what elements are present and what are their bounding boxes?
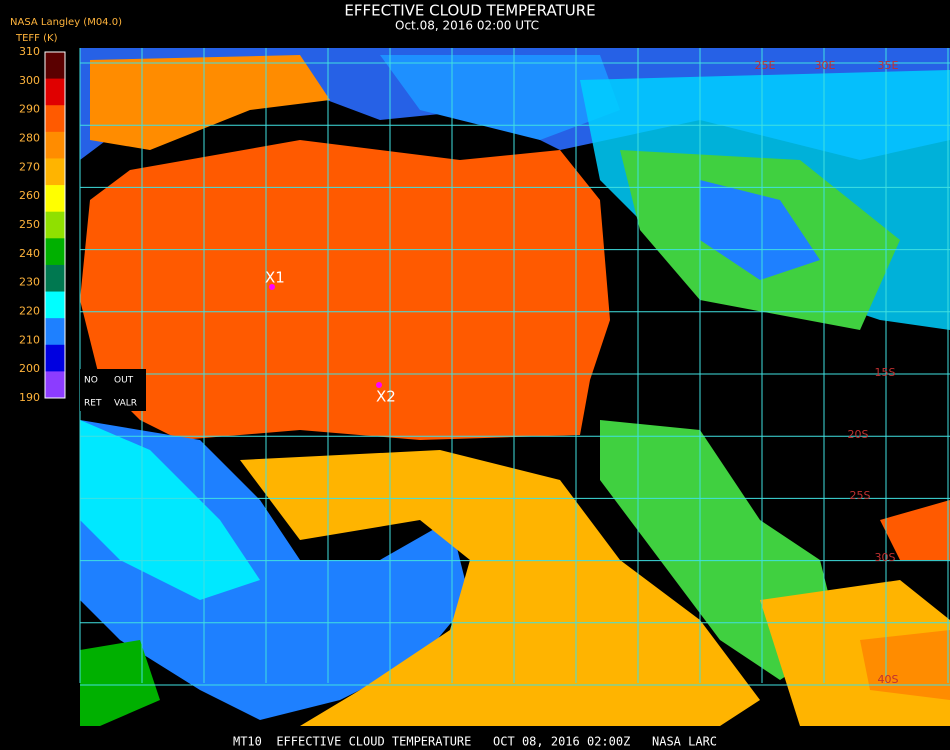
- colorbar: 310 300 290 280 270 260 250 240 230 220 210 200 190: [19, 45, 66, 404]
- colorbar-segment: [45, 52, 65, 80]
- colorbar-segment: [45, 371, 65, 399]
- colorbar-segment: [45, 78, 65, 106]
- colorbar-tick-label: 280: [19, 132, 40, 145]
- colorbar-tick-label: 270: [19, 160, 40, 173]
- colorbar-segment: [45, 158, 65, 186]
- footer: MT10 EFFECTIVE CLOUD TEMPERATURE OCT 08,…: [233, 735, 717, 749]
- marker-point: [376, 382, 382, 388]
- colorbar-tick-label: 210: [19, 333, 40, 346]
- colorbar-tick-label: 240: [19, 247, 40, 260]
- grid-label: 35E: [878, 59, 899, 72]
- key-box: [80, 369, 146, 411]
- grid-label: 40S: [878, 673, 899, 686]
- colorbar-tick-label: 250: [19, 218, 40, 231]
- colorbar-tick-label: 310: [19, 45, 40, 58]
- colorbar-tick-label: 230: [19, 276, 40, 289]
- key-item: OUT: [114, 376, 134, 386]
- grid-label: 30S: [875, 551, 896, 564]
- grid-label: 25E: [755, 59, 776, 72]
- key-item: VALR: [114, 399, 137, 409]
- colorbar-label: TEFF (K): [15, 33, 58, 44]
- marker-label: X2: [376, 388, 396, 406]
- colorbar-tick-label: 290: [19, 103, 40, 116]
- colorbar-segment: [45, 105, 65, 133]
- key-item: RET: [84, 399, 102, 409]
- grid-label: 15S: [875, 366, 896, 379]
- colorbar-segment: [45, 344, 65, 372]
- subtitle: Oct.08, 2016 02:00 UTC: [395, 19, 539, 33]
- marker-point: [269, 284, 275, 290]
- satellite-image: [80, 48, 950, 726]
- colorbar-segment: [45, 238, 65, 266]
- grid-label: 20S: [848, 428, 869, 441]
- colorbar-tick-label: 220: [19, 305, 40, 318]
- colorbar-segment: [45, 291, 65, 319]
- colorbar-segment: [45, 131, 65, 159]
- marker-label: X1: [265, 269, 285, 287]
- colorbar-segment: [45, 318, 65, 346]
- source: NASA Langley (M04.0): [10, 17, 122, 28]
- grid-label: 30E: [815, 59, 836, 72]
- colorbar-segment: [45, 211, 65, 239]
- colorbar-frame: [44, 51, 66, 399]
- colorbar-tick-label: 260: [19, 189, 40, 202]
- colorbar-segment: [45, 264, 65, 293]
- colorbar-tick-label: 200: [19, 362, 40, 375]
- grid-label: 25S: [850, 489, 871, 502]
- lat-lon-grid: 25E 30E 35E 15S 20S 25S 30S 40S: [79, 48, 950, 686]
- colorbar-tick-label: 300: [19, 74, 40, 87]
- colorbar-segment: [45, 185, 65, 213]
- colorbar-tick-label: 190: [19, 391, 40, 404]
- title: EFFECTIVE CLOUD TEMPERATURE: [344, 2, 595, 20]
- key-item: NO: [84, 376, 98, 386]
